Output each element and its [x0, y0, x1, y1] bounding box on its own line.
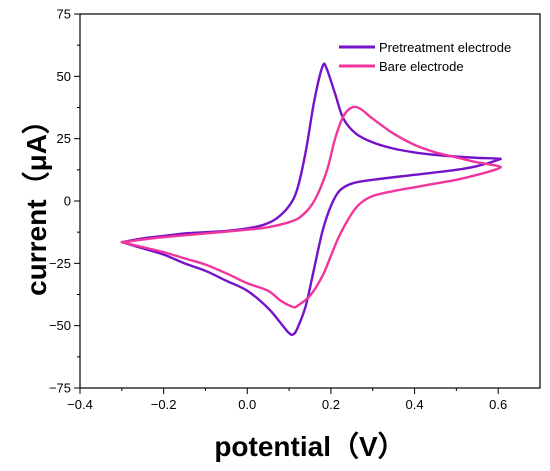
legend-label-pretreatment: Pretreatment electrode: [379, 40, 511, 55]
x-tick-label-5: 0.6: [489, 397, 507, 412]
y-tick-labels: 75 50 25 0 −25 −50 −75: [49, 7, 71, 396]
legend-label-bare: Bare electrode: [379, 59, 464, 74]
y-axis-title: current（μA）: [20, 106, 52, 296]
x-tick-labels: −0.4 −0.2 0.0 0.2 0.4 0.6: [67, 397, 507, 412]
x-tick-label-3: 0.2: [322, 397, 340, 412]
axis-ticks: [74, 13, 499, 394]
legend: Pretreatment electrode Bare electrode: [339, 40, 511, 74]
x-tick-label-0: −0.4: [67, 397, 93, 412]
y-tick-label-2: 25: [57, 131, 71, 146]
y-tick-label-1: 50: [57, 69, 71, 84]
series-layer: [120, 62, 502, 337]
series-line-1: [120, 105, 502, 309]
x-tick-label-2: 0.0: [238, 397, 256, 412]
x-axis-title: potential（V）: [214, 430, 405, 462]
y-tick-label-6: −75: [49, 381, 71, 396]
plot-frame: [79, 13, 541, 389]
series-line-0: [120, 62, 502, 337]
x-tick-label-1: −0.2: [151, 397, 177, 412]
y-tick-label-4: −25: [49, 256, 71, 271]
y-tick-label-3: 0: [64, 194, 71, 209]
y-tick-label-0: 75: [57, 7, 71, 22]
x-tick-label-4: 0.4: [406, 397, 424, 412]
y-tick-label-5: −50: [49, 318, 71, 333]
